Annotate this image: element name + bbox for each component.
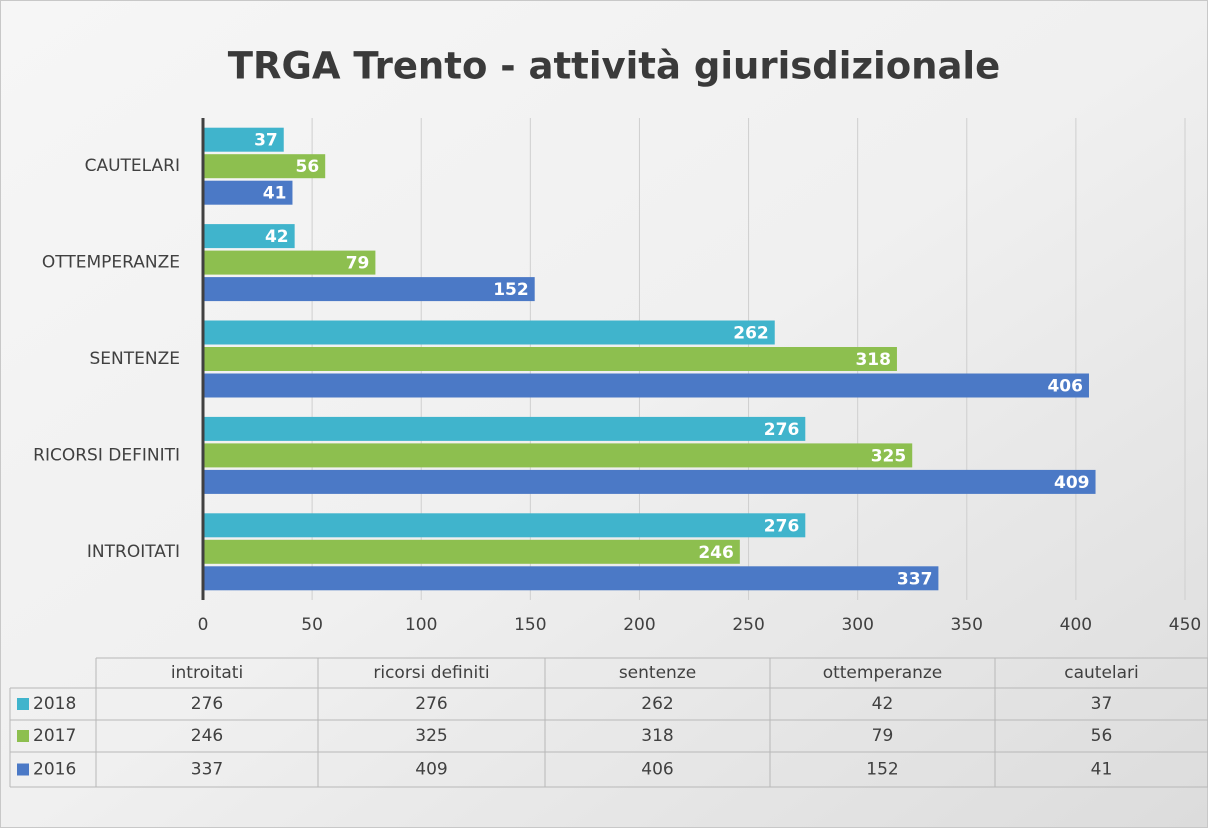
data-label: 56 — [296, 157, 320, 177]
legend-label: 2017 — [33, 726, 76, 746]
table-cell: 262 — [641, 694, 673, 714]
legend-swatch — [17, 698, 29, 710]
bar — [203, 443, 913, 468]
data-label: 276 — [764, 516, 800, 536]
bar — [203, 373, 1089, 398]
y-tick-label: RICORSI DEFINITI — [33, 445, 180, 465]
chart-title: TRGA Trento - attività giurisdizionale — [228, 45, 1000, 88]
x-tick-label: 150 — [514, 615, 546, 635]
data-label: 406 — [1047, 377, 1083, 397]
table-cell: 337 — [191, 760, 223, 780]
table-cell: 56 — [1091, 726, 1113, 746]
x-tick-label: 0 — [198, 615, 209, 635]
data-label: 37 — [254, 131, 278, 151]
y-tick-label: CAUTELARI — [85, 156, 180, 176]
data-label: 41 — [263, 184, 287, 204]
data-label: 325 — [871, 446, 907, 466]
x-tick-label: 350 — [951, 615, 983, 635]
data-label: 337 — [897, 569, 933, 589]
table-cell: 152 — [866, 760, 898, 780]
data-label: 318 — [855, 350, 891, 370]
table-cell: 37 — [1091, 694, 1113, 714]
data-label: 152 — [493, 280, 529, 300]
data-label: 42 — [265, 227, 289, 247]
y-tick-label: OTTEMPERANZE — [42, 253, 180, 273]
data-label: 262 — [733, 324, 769, 344]
x-tick-label: 400 — [1060, 615, 1092, 635]
table-header: sentenze — [619, 663, 696, 683]
table-cell: 42 — [872, 694, 894, 714]
bar — [203, 566, 939, 591]
table-cell: 276 — [415, 694, 447, 714]
legend-swatch — [17, 763, 29, 776]
bar — [203, 277, 535, 302]
table-cell: 41 — [1091, 760, 1113, 780]
table-cell: 325 — [415, 726, 447, 746]
table-cell: 276 — [191, 694, 223, 714]
data-label: 276 — [764, 420, 800, 440]
table-header: introitati — [171, 663, 243, 683]
table-cell: 318 — [641, 726, 673, 746]
bar — [203, 416, 806, 441]
data-label: 79 — [346, 254, 370, 274]
legend-label: 2016 — [33, 760, 76, 780]
x-tick-label: 250 — [732, 615, 764, 635]
legend-swatch — [17, 730, 29, 742]
bar — [203, 539, 740, 564]
bar — [203, 320, 775, 345]
table-header: ottemperanze — [823, 663, 943, 683]
table-cell: 79 — [872, 726, 894, 746]
table-cell: 406 — [641, 760, 673, 780]
bar — [203, 250, 376, 275]
data-label: 246 — [698, 543, 734, 563]
bar — [203, 347, 897, 371]
table-header: ricorsi definiti — [373, 663, 489, 683]
x-tick-label: 100 — [405, 615, 437, 635]
bar — [203, 154, 326, 179]
y-tick-label: SENTENZE — [90, 349, 180, 369]
table-header: cautelari — [1064, 663, 1139, 683]
bar — [203, 224, 295, 249]
bar — [203, 180, 293, 205]
bar — [203, 127, 284, 152]
table-cell: 409 — [415, 760, 447, 780]
legend-label: 2018 — [33, 694, 76, 714]
x-tick-label: 450 — [1169, 615, 1201, 635]
bar — [203, 513, 806, 538]
table-cell: 246 — [191, 726, 223, 746]
data-label: 409 — [1054, 473, 1090, 493]
x-tick-label: 300 — [841, 615, 873, 635]
x-tick-label: 50 — [301, 615, 323, 635]
x-tick-label: 200 — [623, 615, 655, 635]
y-tick-label: INTROITATI — [87, 542, 180, 562]
bar — [203, 469, 1096, 494]
